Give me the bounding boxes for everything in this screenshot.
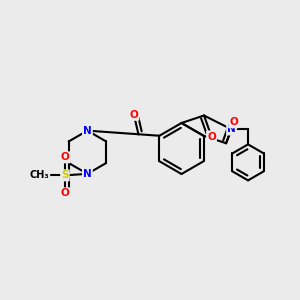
- Text: N: N: [83, 169, 92, 179]
- Text: O: O: [229, 117, 238, 127]
- Text: O: O: [61, 188, 69, 198]
- Text: S: S: [61, 170, 69, 180]
- Text: N: N: [83, 126, 92, 136]
- Text: CH₃: CH₃: [30, 170, 49, 180]
- Text: N: N: [227, 124, 236, 134]
- Text: O: O: [207, 131, 216, 142]
- Text: O: O: [130, 110, 138, 120]
- Text: O: O: [61, 152, 69, 162]
